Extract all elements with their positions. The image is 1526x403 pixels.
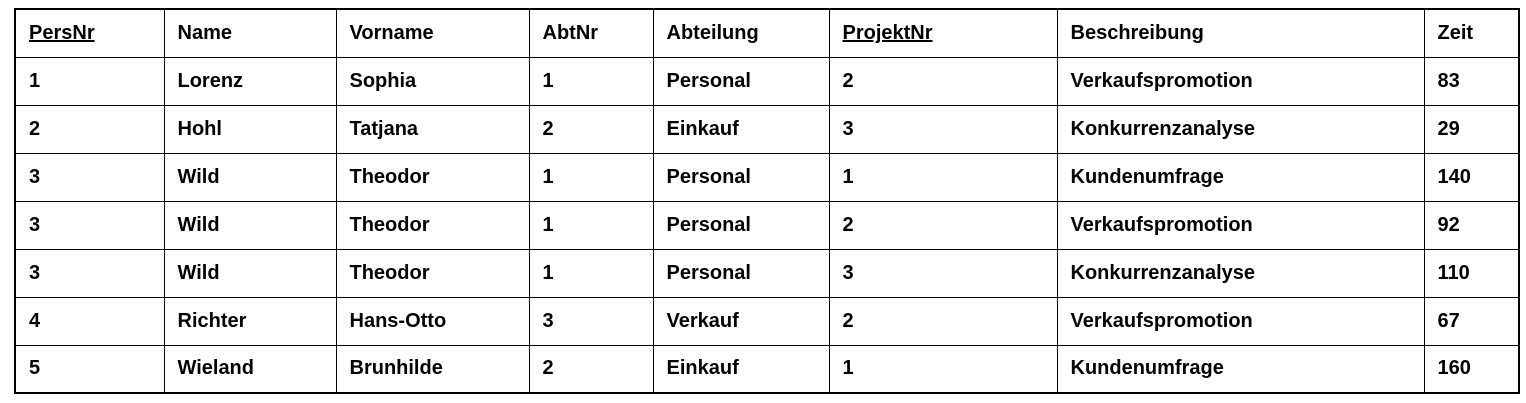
table-row: 2 Hohl Tatjana 2 Einkauf 3 Konkurrenzana… <box>14 104 1520 154</box>
cell-projektnr: 3 <box>828 104 1058 154</box>
cell-persnr: 5 <box>14 344 165 394</box>
cell-abteilung: Personal <box>652 56 830 106</box>
cell-zeit: 67 <box>1423 296 1520 346</box>
cell-abtnr: 3 <box>528 296 654 346</box>
cell-name: Wieland <box>163 344 337 394</box>
cell-name: Lorenz <box>163 56 337 106</box>
cell-abteilung: Personal <box>652 152 830 202</box>
employee-project-table: PersNr Name Vorname AbtNr Abteilung Proj… <box>14 8 1520 394</box>
cell-beschreibung: Verkaufspromotion <box>1056 56 1425 106</box>
cell-zeit: 110 <box>1423 248 1520 298</box>
header-row: PersNr Name Vorname AbtNr Abteilung Proj… <box>14 8 1520 58</box>
cell-vorname: Theodor <box>335 152 530 202</box>
column-header-label: AbtNr <box>542 21 599 44</box>
table-row: 3 Wild Theodor 1 Personal 2 Verkaufsprom… <box>14 200 1520 250</box>
cell-zeit: 83 <box>1423 56 1520 106</box>
cell-beschreibung: Kundenumfrage <box>1056 344 1425 394</box>
cell-name: Wild <box>163 248 337 298</box>
cell-persnr: 3 <box>14 248 165 298</box>
column-header-zeit: Zeit <box>1423 8 1520 58</box>
table-row: 3 Wild Theodor 1 Personal 3 Konkurrenzan… <box>14 248 1520 298</box>
column-header-label: Zeit <box>1437 21 1474 44</box>
cell-persnr: 1 <box>14 56 165 106</box>
cell-abtnr: 1 <box>528 152 654 202</box>
table-body: 1 Lorenz Sophia 1 Personal 2 Verkaufspro… <box>14 56 1520 394</box>
column-header-label: Beschreibung <box>1070 21 1204 44</box>
cell-zeit: 140 <box>1423 152 1520 202</box>
cell-beschreibung: Verkaufspromotion <box>1056 296 1425 346</box>
cell-abteilung: Personal <box>652 248 830 298</box>
cell-zeit: 92 <box>1423 200 1520 250</box>
cell-zeit: 160 <box>1423 344 1520 394</box>
column-header-persnr: PersNr <box>14 8 165 58</box>
column-header-label: Name <box>177 21 232 44</box>
cell-abteilung: Einkauf <box>652 104 830 154</box>
cell-abteilung: Verkauf <box>652 296 830 346</box>
cell-vorname: Hans-Otto <box>335 296 530 346</box>
cell-persnr: 4 <box>14 296 165 346</box>
cell-projektnr: 2 <box>828 200 1058 250</box>
column-header-label: ProjektNr <box>842 21 933 44</box>
cell-name: Hohl <box>163 104 337 154</box>
cell-beschreibung: Konkurrenzanalyse <box>1056 104 1425 154</box>
cell-projektnr: 3 <box>828 248 1058 298</box>
cell-persnr: 2 <box>14 104 165 154</box>
cell-abtnr: 1 <box>528 248 654 298</box>
cell-beschreibung: Konkurrenzanalyse <box>1056 248 1425 298</box>
table-row: 1 Lorenz Sophia 1 Personal 2 Verkaufspro… <box>14 56 1520 106</box>
cell-name: Richter <box>163 296 337 346</box>
column-header-abteilung: Abteilung <box>652 8 830 58</box>
cell-vorname: Theodor <box>335 200 530 250</box>
column-header-label: Vorname <box>349 21 434 44</box>
cell-name: Wild <box>163 152 337 202</box>
cell-abtnr: 2 <box>528 104 654 154</box>
column-header-vorname: Vorname <box>335 8 530 58</box>
table-row: 5 Wieland Brunhilde 2 Einkauf 1 Kundenum… <box>14 344 1520 394</box>
cell-abteilung: Personal <box>652 200 830 250</box>
cell-abtnr: 2 <box>528 344 654 394</box>
cell-vorname: Tatjana <box>335 104 530 154</box>
cell-zeit: 29 <box>1423 104 1520 154</box>
cell-projektnr: 1 <box>828 344 1058 394</box>
relational-table-container: PersNr Name Vorname AbtNr Abteilung Proj… <box>14 8 1520 394</box>
cell-vorname: Brunhilde <box>335 344 530 394</box>
table-row: 4 Richter Hans-Otto 3 Verkauf 2 Verkaufs… <box>14 296 1520 346</box>
cell-persnr: 3 <box>14 200 165 250</box>
cell-persnr: 3 <box>14 152 165 202</box>
cell-vorname: Theodor <box>335 248 530 298</box>
cell-projektnr: 1 <box>828 152 1058 202</box>
cell-name: Wild <box>163 200 337 250</box>
cell-projektnr: 2 <box>828 296 1058 346</box>
cell-projektnr: 2 <box>828 56 1058 106</box>
table-header: PersNr Name Vorname AbtNr Abteilung Proj… <box>14 8 1520 58</box>
cell-beschreibung: Kundenumfrage <box>1056 152 1425 202</box>
column-header-label: Abteilung <box>666 21 759 44</box>
column-header-projektnr: ProjektNr <box>828 8 1058 58</box>
column-header-name: Name <box>163 8 337 58</box>
cell-abtnr: 1 <box>528 200 654 250</box>
table-row: 3 Wild Theodor 1 Personal 1 Kundenumfrag… <box>14 152 1520 202</box>
cell-vorname: Sophia <box>335 56 530 106</box>
cell-abtnr: 1 <box>528 56 654 106</box>
column-header-abtnr: AbtNr <box>528 8 654 58</box>
cell-abteilung: Einkauf <box>652 344 830 394</box>
cell-beschreibung: Verkaufspromotion <box>1056 200 1425 250</box>
column-header-label: PersNr <box>29 21 95 44</box>
column-header-beschreibung: Beschreibung <box>1056 8 1425 58</box>
